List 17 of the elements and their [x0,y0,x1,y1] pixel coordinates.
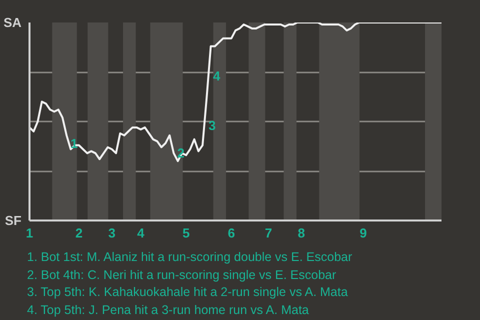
annotation: 4 [213,68,222,84]
text: 1. Bot 1st: M. Alaniz hit a run-scoring double vs E. Escobar [27,249,352,266]
x-tick-label: 5 [182,226,190,240]
x-tick-label: 7 [264,226,272,240]
x-tick-label: 6 [228,226,235,240]
text: 2. Bot 4th: C. Neri hit a run-scoring single vs E. Escobar [27,266,338,284]
x-tick-label: 4 [137,226,146,240]
x-tick-label: 8 [298,226,306,240]
x-tick-label: 1 [26,226,34,240]
x-tick-label: 2 [75,226,83,240]
annotation: 3 [208,118,216,133]
text: SF [4,213,22,228]
text: 4. Top 5th: J. Pena hit a 3-run home run vs A. Mata [27,302,310,319]
x-tick-label: 9 [360,226,367,240]
text: SA [3,15,22,30]
x-tick-label: 3 [108,226,116,240]
text: 3. Top 5th: K. Kahakuokahale hit a 2-run single vs A. Mata [27,284,349,301]
